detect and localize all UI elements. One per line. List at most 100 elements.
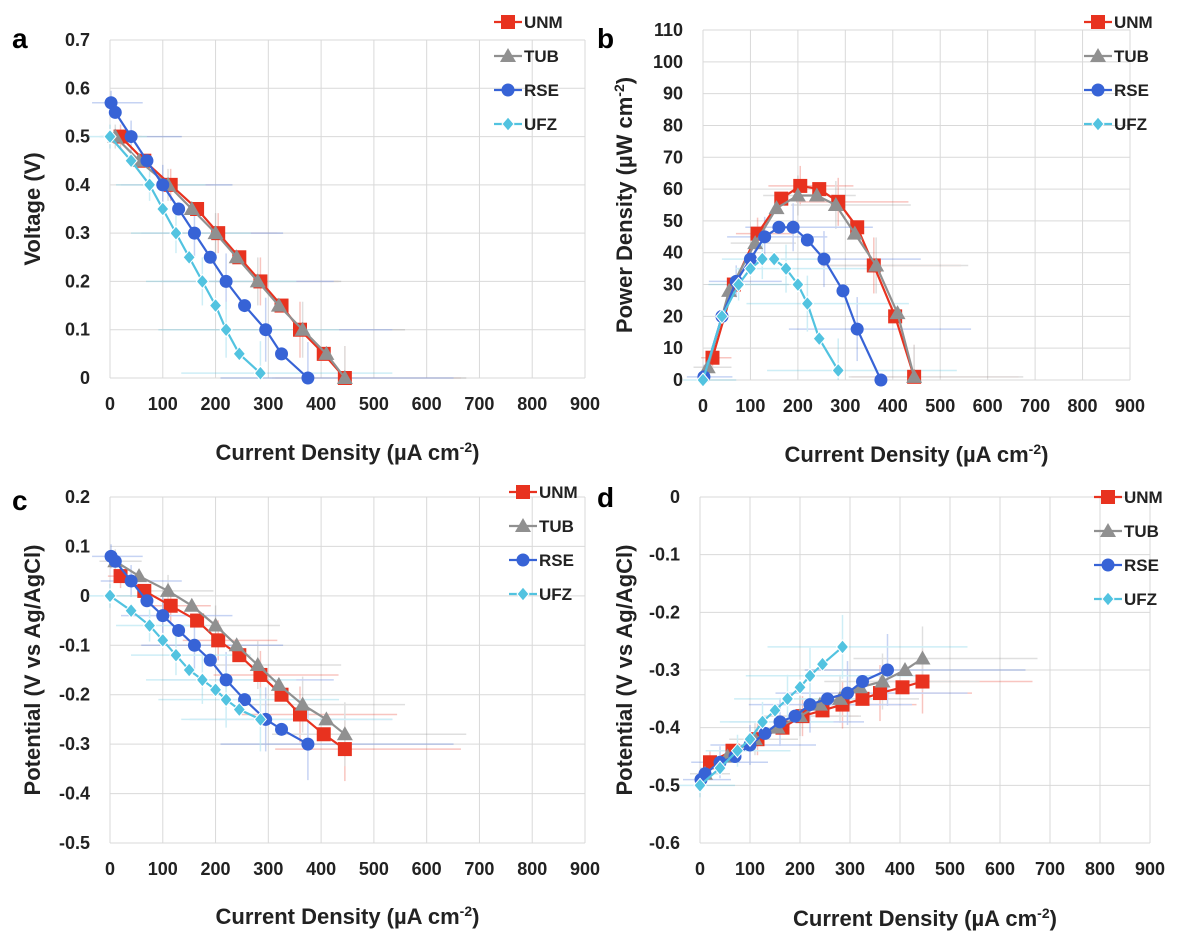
y-tick-label: 0.5 — [65, 127, 90, 147]
data-point-unm — [855, 691, 870, 706]
legend-label: RSE — [1114, 81, 1149, 100]
x-axis-title-sup: -2 — [1029, 441, 1042, 457]
data-point-rse — [172, 623, 186, 637]
data-point-tub — [336, 370, 353, 384]
legend-marker — [1090, 48, 1106, 62]
legend-label: TUB — [524, 47, 559, 66]
data-point-rse — [758, 726, 772, 740]
x-tick-label: 100 — [148, 394, 178, 414]
x-tick-label: 200 — [201, 859, 231, 879]
data-point-ufz — [779, 260, 793, 277]
data-point-tub — [874, 673, 891, 688]
data-point-ufz — [755, 714, 770, 730]
data-point-unm — [190, 613, 205, 628]
data-point-tub — [160, 582, 177, 597]
x-tick-label: 0 — [105, 859, 115, 879]
x-tick-label: 500 — [359, 859, 389, 879]
x-axis-title: Current Density (µA cm-2) — [216, 903, 480, 929]
data-point-rse — [140, 594, 154, 608]
data-point-tub — [183, 597, 200, 612]
data-point-tub — [889, 305, 906, 320]
data-point-tub — [270, 297, 287, 312]
data-point-ufz — [793, 679, 807, 696]
data-point-rse — [275, 347, 289, 361]
legend-marker — [515, 518, 531, 532]
y-tick-label: 0.6 — [65, 78, 90, 98]
legend-label: UFZ — [1124, 590, 1157, 609]
x-axis-title: Current Density (µA cm-2) — [216, 439, 480, 465]
legend-label: RSE — [524, 81, 559, 100]
y-tick-label: -0.3 — [59, 734, 90, 754]
y-tick-label: -0.4 — [649, 718, 680, 738]
data-point-ufz — [253, 711, 268, 728]
error-bars — [683, 165, 1024, 381]
data-point-rse — [275, 722, 289, 736]
data-point-tub — [789, 187, 806, 202]
y-tick-label: 40 — [663, 243, 683, 263]
data-point-rse — [758, 230, 772, 244]
x-axis-title-sup: -2 — [460, 439, 473, 455]
x-tick-label: 400 — [306, 394, 336, 414]
y-tick-label: -0.3 — [649, 660, 680, 680]
chart-panel-b: 0 100 200 300 400 500 600 700 800 900 0 10 20 30 40 50 6… — [597, 13, 1153, 467]
data-point-rse — [238, 299, 252, 313]
data-point-ufz — [142, 177, 157, 193]
y-axis-title-end: ) — [612, 77, 637, 84]
data-point-tub — [270, 676, 287, 691]
data-point-ufz — [767, 251, 781, 267]
legend-marker — [516, 485, 530, 499]
data-point-tub — [768, 200, 785, 215]
legend-marker — [501, 83, 515, 97]
x-tick-label: 600 — [973, 396, 1003, 416]
x-tick-label: 800 — [517, 394, 547, 414]
y-tick-label: 10 — [663, 338, 683, 358]
data-point-ufz — [800, 295, 815, 312]
y-tick-label: 0 — [670, 487, 680, 507]
data-point-tub — [249, 657, 266, 672]
data-point-ufz — [815, 656, 830, 673]
y-tick-label: 70 — [663, 147, 683, 167]
data-point-unm — [915, 674, 930, 689]
y-tick-label: 0.1 — [65, 536, 90, 556]
data-point-ufz — [208, 682, 223, 698]
data-point-rse — [187, 638, 201, 652]
panel-letter: b — [597, 23, 614, 54]
series-line-unm — [120, 575, 346, 751]
x-tick-label: 800 — [1068, 396, 1098, 416]
data-point-ufz — [103, 588, 117, 604]
data-point-ufz — [731, 276, 746, 293]
x-tick-label: 300 — [253, 859, 283, 879]
data-point-ufz — [768, 702, 782, 719]
x-axis-title-sup: -2 — [460, 903, 473, 919]
data-point-rse — [821, 692, 834, 706]
data-point-rse — [881, 663, 894, 677]
data-point-rse — [743, 252, 757, 266]
legend-label: UFZ — [539, 585, 572, 604]
data-point-rse — [259, 323, 273, 337]
y-tick-label: 20 — [663, 306, 683, 326]
data-point-ufz — [182, 662, 196, 678]
x-tick-label: 300 — [253, 394, 283, 414]
y-tick-label: 0.2 — [65, 487, 90, 507]
x-tick-label: 700 — [1035, 859, 1065, 879]
legend-marker — [516, 586, 530, 602]
x-tick-label: 0 — [105, 394, 115, 414]
data-point-tub — [294, 321, 311, 336]
x-tick-label: 600 — [412, 394, 442, 414]
data-point-tub — [294, 696, 311, 711]
panel-letter: a — [12, 23, 28, 54]
legend-label: UNM — [1124, 488, 1163, 507]
data-point-tub — [249, 273, 266, 288]
data-point-tub — [832, 690, 848, 705]
x-tick-label: 400 — [885, 859, 915, 879]
data-point-ufz — [755, 251, 769, 267]
data-point-tub — [318, 711, 335, 726]
y-axis-title-sup: -2 — [611, 84, 627, 97]
data-point-rse — [301, 371, 315, 385]
chart-panel-c: 0 100 200 300 400 500 600 700 800 900 -0.5 -0.4 -0.3… — [12, 483, 600, 929]
data-point-ufz — [730, 742, 745, 759]
data-point-ufz — [780, 691, 795, 707]
x-axis-title-end: ) — [472, 904, 479, 929]
chart-panel-a: 0 100 200 300 400 500 600 700 800 900 0 0.1 0.2 0.3 0.… — [12, 13, 600, 465]
